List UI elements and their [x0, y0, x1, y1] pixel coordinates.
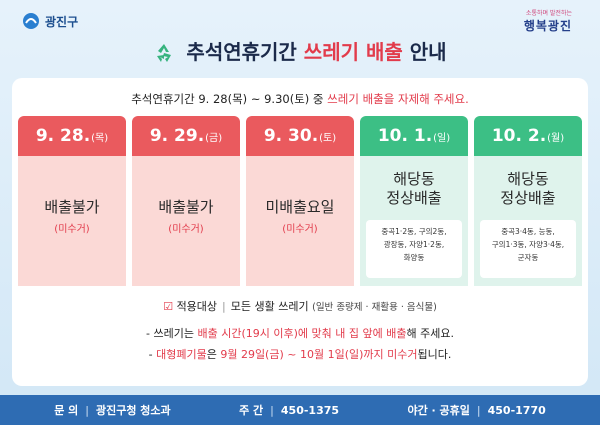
bullet: - 대형폐기물은 9월 29일(금) ~ 10월 1일(일)까지 미수거됩니다.: [12, 344, 588, 365]
area-line: 군자동: [517, 253, 539, 262]
area-line: 화양동: [403, 253, 425, 262]
contact: 주 간 | 450-1375: [239, 402, 339, 418]
status-group: 해당동 정상배출: [474, 170, 582, 208]
status-group: 미배출요일 (미수거): [246, 198, 354, 235]
title: 추석연휴기간 쓰레기 배출 안내: [0, 36, 600, 65]
status: 배출불가: [44, 198, 100, 216]
day-header: 10. 1. (일): [360, 116, 468, 156]
status-group: 배출불가 (미수거): [132, 198, 240, 235]
notice-part: 쓰레기 배출을 자제해 주세요.: [327, 92, 469, 106]
check-icon: ☑: [163, 300, 174, 313]
note: (미수거): [54, 224, 90, 235]
day-header: 9. 30. (토): [246, 116, 354, 156]
status: 배출불가: [158, 198, 214, 216]
day-header: 10. 2. (월): [474, 116, 582, 156]
area-line: 구의1·3동, 자양3·4동,: [491, 240, 565, 249]
recycle-icon: [157, 44, 172, 62]
status: 해당동: [507, 170, 549, 188]
day-body: 미배출요일 (미수거): [246, 156, 354, 286]
title-part: 추석연휴기간: [186, 40, 304, 64]
status: 해당동: [393, 170, 435, 188]
area-line: 중곡3·4동, 능동,: [501, 227, 555, 236]
title-part: 쓰레기 배출: [303, 40, 403, 64]
bullet-part: 배출 시간(19시 이후)에 맞춰 내 집 앞에 배출: [197, 327, 407, 340]
day-body: 배출불가 (미수거): [18, 156, 126, 286]
slogan: 행복광진: [523, 19, 572, 33]
contact: 야간 · 공휴일 | 450-1770: [407, 402, 545, 418]
area-line: 중곡1·2동, 구의2동,: [381, 227, 447, 236]
content-card: 추석연휴기간 9. 28(목) ~ 9.30(토) 중 쓰레기 배출을 자제해 …: [12, 78, 588, 386]
separator: |: [222, 300, 226, 313]
area-list: 중곡1·2동, 구의2동, 광장동, 자양1·2동, 화양동: [366, 220, 462, 278]
status: 미배출요일: [265, 198, 335, 216]
bullet-part: -: [148, 348, 157, 361]
date: 9. 30.: [263, 126, 319, 146]
weekday: (월): [547, 132, 565, 144]
day-column: 9. 29. (금) 배출불가 (미수거): [132, 116, 240, 286]
title-part: 안내: [402, 40, 447, 64]
weekday: (금): [205, 132, 223, 144]
status-group: 해당동 정상배출: [360, 170, 468, 208]
bullet-part: 해 주세요.: [406, 327, 454, 340]
bullet-part: 대형폐기물: [156, 348, 207, 361]
separator: |: [476, 404, 481, 417]
weekday: (목): [91, 132, 109, 144]
date: 10. 1.: [377, 126, 433, 146]
district-name: 광진구: [45, 14, 79, 29]
bullet-part: - 쓰레기는: [146, 327, 198, 340]
note: (미수거): [168, 224, 204, 235]
contact-label: 주 간: [239, 404, 264, 417]
separator: |: [85, 404, 89, 417]
bullet: - 쓰레기는 배출 시간(19시 이후)에 맞춰 내 집 앞에 배출해 주세요.: [12, 323, 588, 344]
scope-label: 적용대상: [176, 300, 218, 313]
contact-value: 450-1375: [280, 404, 340, 417]
contact-value: 광진구청 청소과: [96, 404, 171, 417]
day-column: 9. 28. (목) 배출불가 (미수거): [18, 116, 126, 286]
contact-value: 450-1770: [487, 404, 546, 417]
scope-detail: (일반 종량제 · 재활용 · 음식물): [312, 302, 437, 313]
day-column: 9. 30. (토) 미배출요일 (미수거): [246, 116, 354, 286]
weekday: (토): [319, 132, 337, 144]
bullet-part: 됩니다.: [417, 348, 452, 361]
status: 정상배출: [386, 189, 442, 207]
scope-value: 모든 생활 쓰레기: [230, 300, 309, 313]
notice-part: 추석연휴기간 9. 28(목) ~ 9.30(토) 중: [131, 92, 328, 106]
bullet-part: 9월 29일(금) ~ 10월 1일(일)까지 미수거: [220, 348, 418, 361]
contact-label: 문 의: [54, 404, 79, 417]
bullet-part: 은: [206, 348, 221, 361]
area-line: 광장동, 자양1·2동,: [383, 240, 445, 249]
weekday: (일): [433, 132, 451, 144]
date: 10. 2.: [491, 126, 547, 146]
date: 9. 28.: [35, 126, 91, 146]
contact: 문 의 | 광진구청 청소과: [54, 402, 170, 418]
day-header: 9. 28. (목): [18, 116, 126, 156]
district-logo: 광진구: [22, 12, 78, 30]
separator: |: [270, 404, 274, 417]
district-emblem: [23, 13, 39, 29]
contact-label: 야간 · 공휴일: [407, 404, 470, 417]
area-list: 중곡3·4동, 능동, 구의1·3동, 자양3·4동, 군자동: [480, 220, 576, 278]
slogan-logo: 소통하며 발전하는 행복광진: [524, 8, 572, 34]
slogan-small: 소통하며 발전하는: [525, 10, 572, 17]
note: (미수거): [282, 224, 318, 235]
footer: 문 의 | 광진구청 청소과 주 간 | 450-1375 야간 · 공휴일 | 450-177…: [0, 395, 600, 425]
status-group: 배출불가 (미수거): [18, 198, 126, 235]
bullets: - 쓰레기는 배출 시간(19시 이후)에 맞춰 내 집 앞에 배출해 주세요.…: [12, 323, 588, 365]
date: 9. 29.: [149, 126, 205, 146]
day-body: 배출불가 (미수거): [132, 156, 240, 286]
notice: 추석연휴기간 9. 28(목) ~ 9.30(토) 중 쓰레기 배출을 자제해 …: [12, 91, 588, 107]
status: 정상배출: [500, 189, 556, 207]
scope: ☑ 적용대상 | 모든 생활 쓰레기 (일반 종량제 · 재활용 · 음식물): [12, 298, 588, 314]
day-header: 9. 29. (금): [132, 116, 240, 156]
